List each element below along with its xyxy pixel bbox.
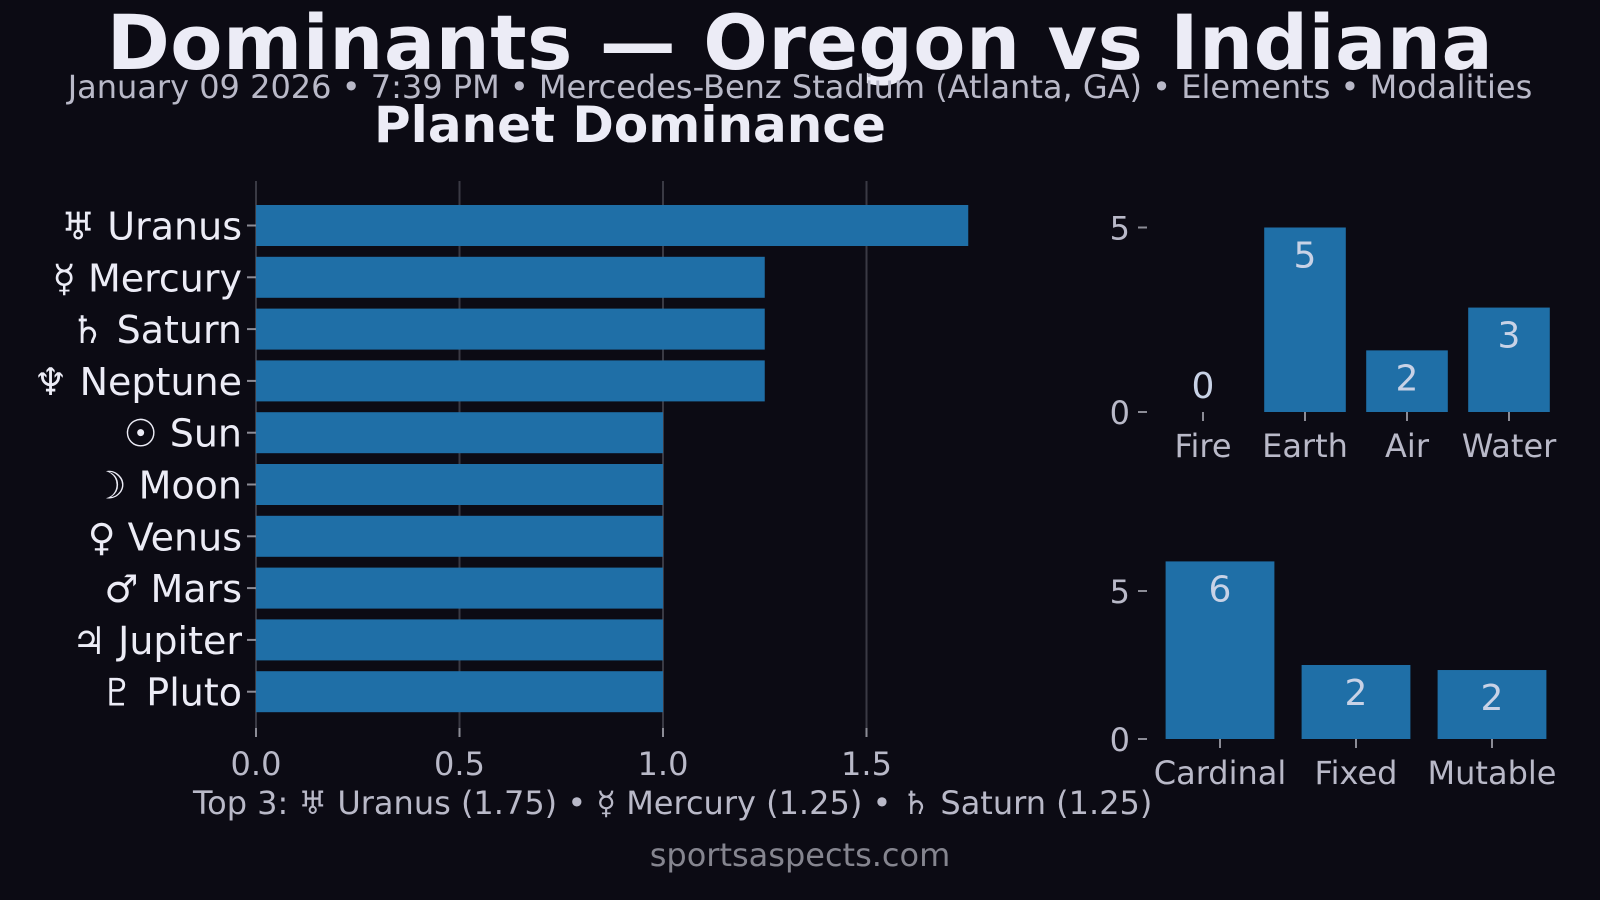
y-tick-label: 0 bbox=[1110, 721, 1130, 759]
y-tick-label: ☉ Sun bbox=[124, 412, 242, 456]
bar-neptune bbox=[256, 360, 765, 402]
page-title: Dominants — Oregon vs Indiana bbox=[106, 0, 1494, 87]
footer-watermark: sportsaspects.com bbox=[649, 836, 951, 874]
bar-uranus bbox=[256, 205, 969, 246]
bar-data-label: 2 bbox=[1481, 678, 1504, 719]
x-tick-label: Water bbox=[1462, 427, 1557, 465]
x-tick-label: Fire bbox=[1174, 427, 1231, 465]
x-tick-label: Earth bbox=[1262, 427, 1348, 465]
bar-data-label: 6 bbox=[1209, 569, 1232, 610]
bar-pluto bbox=[256, 671, 663, 713]
y-tick-label: 0 bbox=[1110, 394, 1130, 432]
y-tick-label: ♄ Saturn bbox=[70, 308, 242, 352]
bar-mars bbox=[256, 567, 663, 609]
bar-data-label: 5 bbox=[1294, 236, 1317, 277]
x-tick-label: 1.5 bbox=[841, 745, 892, 783]
y-tick-label: 5 bbox=[1110, 210, 1130, 248]
y-tick-label: ♆ Neptune bbox=[33, 360, 242, 404]
x-tick-label: 0.0 bbox=[231, 745, 282, 783]
bar-mutable bbox=[1437, 670, 1547, 739]
y-tick-label: 5 bbox=[1110, 573, 1130, 611]
y-tick-label: ♂ Mars bbox=[104, 567, 242, 611]
x-tick-label: 0.5 bbox=[434, 745, 485, 783]
top3-summary: Top 3: ♅ Uranus (1.75) • ☿ Mercury (1.25… bbox=[193, 784, 1153, 822]
planet-dominance-chart: Planet Dominance ♅ Uranus ☿ Mercury ♄ Satur… bbox=[33, 96, 969, 783]
x-tick-label: 1.0 bbox=[638, 745, 689, 783]
bar-sun bbox=[256, 412, 663, 454]
y-tick-label: ☽ Moon bbox=[92, 464, 242, 508]
planet-chart-title: Planet Dominance bbox=[374, 96, 886, 154]
modalities-chart: 6 Cardinal 2 Fixed 2 Mutable 0 5 bbox=[1110, 561, 1557, 792]
elements-chart: 0 Fire 5 Earth 2 Air 3 Water 0 5 bbox=[1110, 210, 1558, 466]
x-tick-label: Fixed bbox=[1315, 754, 1398, 792]
x-tick-label: Mutable bbox=[1428, 754, 1557, 792]
bar-cardinal bbox=[1165, 561, 1275, 739]
x-tick-label: Air bbox=[1385, 427, 1430, 465]
y-tick-label: ♀ Venus bbox=[88, 515, 242, 559]
page-subtitle: January 09 2026 • 7:39 PM • Mercedes-Ben… bbox=[67, 68, 1533, 106]
y-tick-label: ♃ Jupiter bbox=[72, 619, 242, 663]
bar-data-label: 2 bbox=[1345, 673, 1368, 714]
y-tick-label: ♇ Pluto bbox=[100, 671, 242, 715]
bar-water bbox=[1468, 307, 1550, 412]
bar-data-label: 0 bbox=[1192, 366, 1215, 407]
x-tick-label: Cardinal bbox=[1154, 754, 1287, 792]
y-tick-label: ♅ Uranus bbox=[61, 205, 242, 249]
bar-jupiter bbox=[256, 619, 663, 661]
bar-air bbox=[1366, 350, 1448, 412]
bar-venus bbox=[256, 515, 663, 557]
bar-earth bbox=[1264, 227, 1346, 412]
bar-data-label: 2 bbox=[1396, 358, 1419, 399]
bar-saturn bbox=[256, 308, 765, 350]
bar-moon bbox=[256, 464, 663, 505]
bar-mercury bbox=[256, 256, 765, 298]
bar-data-label: 3 bbox=[1498, 316, 1521, 357]
y-tick-label: ☿ Mercury bbox=[53, 256, 242, 300]
bar-fixed bbox=[1301, 665, 1411, 739]
